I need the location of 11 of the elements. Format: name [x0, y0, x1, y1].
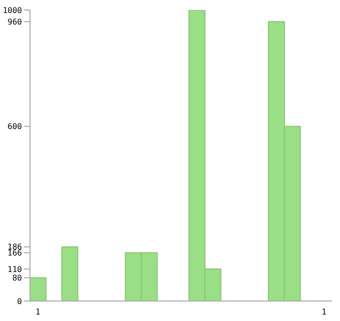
y-tick-label: 960 [8, 17, 22, 26]
y-tick-label: 0 [17, 296, 22, 306]
y-tick-label: 1000 [2, 6, 22, 15]
y-tick-label: 600 [8, 122, 22, 132]
bar [30, 277, 46, 301]
x-tick-label: 1 [36, 308, 41, 317]
bar [61, 246, 78, 301]
y-tick-label: 166 [8, 248, 22, 258]
y-tick-label: 110 [8, 264, 22, 274]
y-tick-label: 80 [12, 274, 22, 283]
x-tick-label: 1 [322, 308, 327, 317]
